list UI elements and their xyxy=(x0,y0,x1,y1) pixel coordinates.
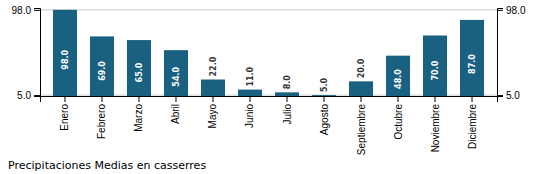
tick-label: 98.0 xyxy=(12,5,32,16)
data-label: 22.0 xyxy=(209,56,218,76)
x-axis: Enero Febrero Marzo Abril Mayo Junio Julio Agos… xyxy=(41,96,498,155)
tick: Julio xyxy=(282,96,293,125)
bar xyxy=(275,92,299,96)
data-label: 98.0 xyxy=(61,50,70,70)
data-label: 65.0 xyxy=(135,62,144,82)
tick-label: 98.0 xyxy=(506,5,526,16)
tick-mark xyxy=(249,96,250,102)
tick: Junio xyxy=(244,96,255,128)
bar xyxy=(127,40,151,96)
grid-line xyxy=(40,9,497,10)
tick: Marzo xyxy=(133,96,144,132)
axis-line xyxy=(498,9,504,97)
tick-label: Enero xyxy=(59,104,70,131)
tick-mark xyxy=(324,96,325,102)
bar xyxy=(349,81,373,96)
tick: Mayo xyxy=(207,96,218,128)
tick: Agosto xyxy=(319,96,330,135)
tick-mark xyxy=(287,96,288,102)
bar xyxy=(312,95,336,96)
tick: Abril xyxy=(170,96,181,124)
plot: 5.0 98.0 5.0 98.0 Enero Febrero Marzo Abril Mayo… xyxy=(12,5,526,156)
y-axis: 5.0 98.0 xyxy=(12,5,41,101)
tick-mark xyxy=(64,96,65,102)
tick-label: Junio xyxy=(244,104,255,128)
title: Precipitaciones Medias en casserres xyxy=(8,159,206,172)
tick: 98.0 xyxy=(497,5,526,16)
bar xyxy=(164,50,188,96)
tick-label: Agosto xyxy=(319,104,330,136)
tick-mark xyxy=(212,96,213,102)
data-label: 11.0 xyxy=(246,66,255,86)
axis-line xyxy=(34,9,41,97)
tick-label: Marzo xyxy=(133,104,144,132)
tick-label: Octubre xyxy=(393,104,404,140)
tick-label: Mayo xyxy=(207,104,218,129)
tick: Noviembre xyxy=(430,96,441,152)
tick-label: Noviembre xyxy=(430,104,441,153)
tick: Septiembre xyxy=(356,96,367,155)
grid xyxy=(40,10,497,95)
tick-mark xyxy=(361,96,362,102)
bar xyxy=(238,90,262,96)
axis-line xyxy=(41,97,498,103)
tick-label: Julio xyxy=(282,104,293,125)
tick-mark xyxy=(138,96,139,102)
tick: 5.0 xyxy=(17,90,40,101)
tick-mark xyxy=(497,95,503,96)
tick-label: 5.0 xyxy=(17,90,31,101)
data-label: 69.0 xyxy=(98,61,107,81)
data-label: 48.0 xyxy=(394,69,403,89)
data-label: 87.0 xyxy=(468,54,477,74)
data-label: 70.0 xyxy=(431,60,440,80)
bars xyxy=(53,10,484,96)
tick: Diciembre xyxy=(467,96,478,149)
tick-label: 5.0 xyxy=(506,90,520,101)
tick: 98.0 xyxy=(12,5,40,16)
tick: 5.0 xyxy=(497,90,520,101)
bar xyxy=(53,10,77,96)
tick-label: Septiembre xyxy=(356,104,367,156)
data-label: 54.0 xyxy=(172,66,181,86)
data-label: 5.0 xyxy=(320,77,329,92)
tick-mark xyxy=(435,96,436,102)
bar xyxy=(90,36,114,96)
tick-label: Abril xyxy=(170,104,181,124)
bar xyxy=(423,36,447,97)
tick-mark xyxy=(472,96,473,102)
y2-axis: 5.0 98.0 xyxy=(497,5,526,101)
tick: Enero xyxy=(59,96,70,131)
data-labels: 98.0 69.0 65.0 54.0 22.0 11.0 8.0 5.0 20.0 48.0 70… xyxy=(61,50,477,93)
tick-mark xyxy=(175,96,176,102)
tick-label: Diciembre xyxy=(467,104,478,149)
tick-mark xyxy=(398,96,399,102)
chart: 5.0 98.0 5.0 98.0 Enero Febrero Marzo Abril Mayo… xyxy=(0,0,537,174)
bar xyxy=(201,80,225,97)
tick-mark xyxy=(101,96,102,102)
data-label: 8.0 xyxy=(283,75,292,90)
tick-mark xyxy=(497,10,503,11)
bar xyxy=(386,56,410,96)
tick-label: Febrero xyxy=(96,104,107,139)
bar xyxy=(460,20,484,96)
tick: Octubre xyxy=(393,96,404,140)
tick-mark xyxy=(34,10,40,11)
tick-mark xyxy=(34,95,40,96)
data-label: 20.0 xyxy=(357,58,366,78)
tick: Febrero xyxy=(96,96,107,139)
